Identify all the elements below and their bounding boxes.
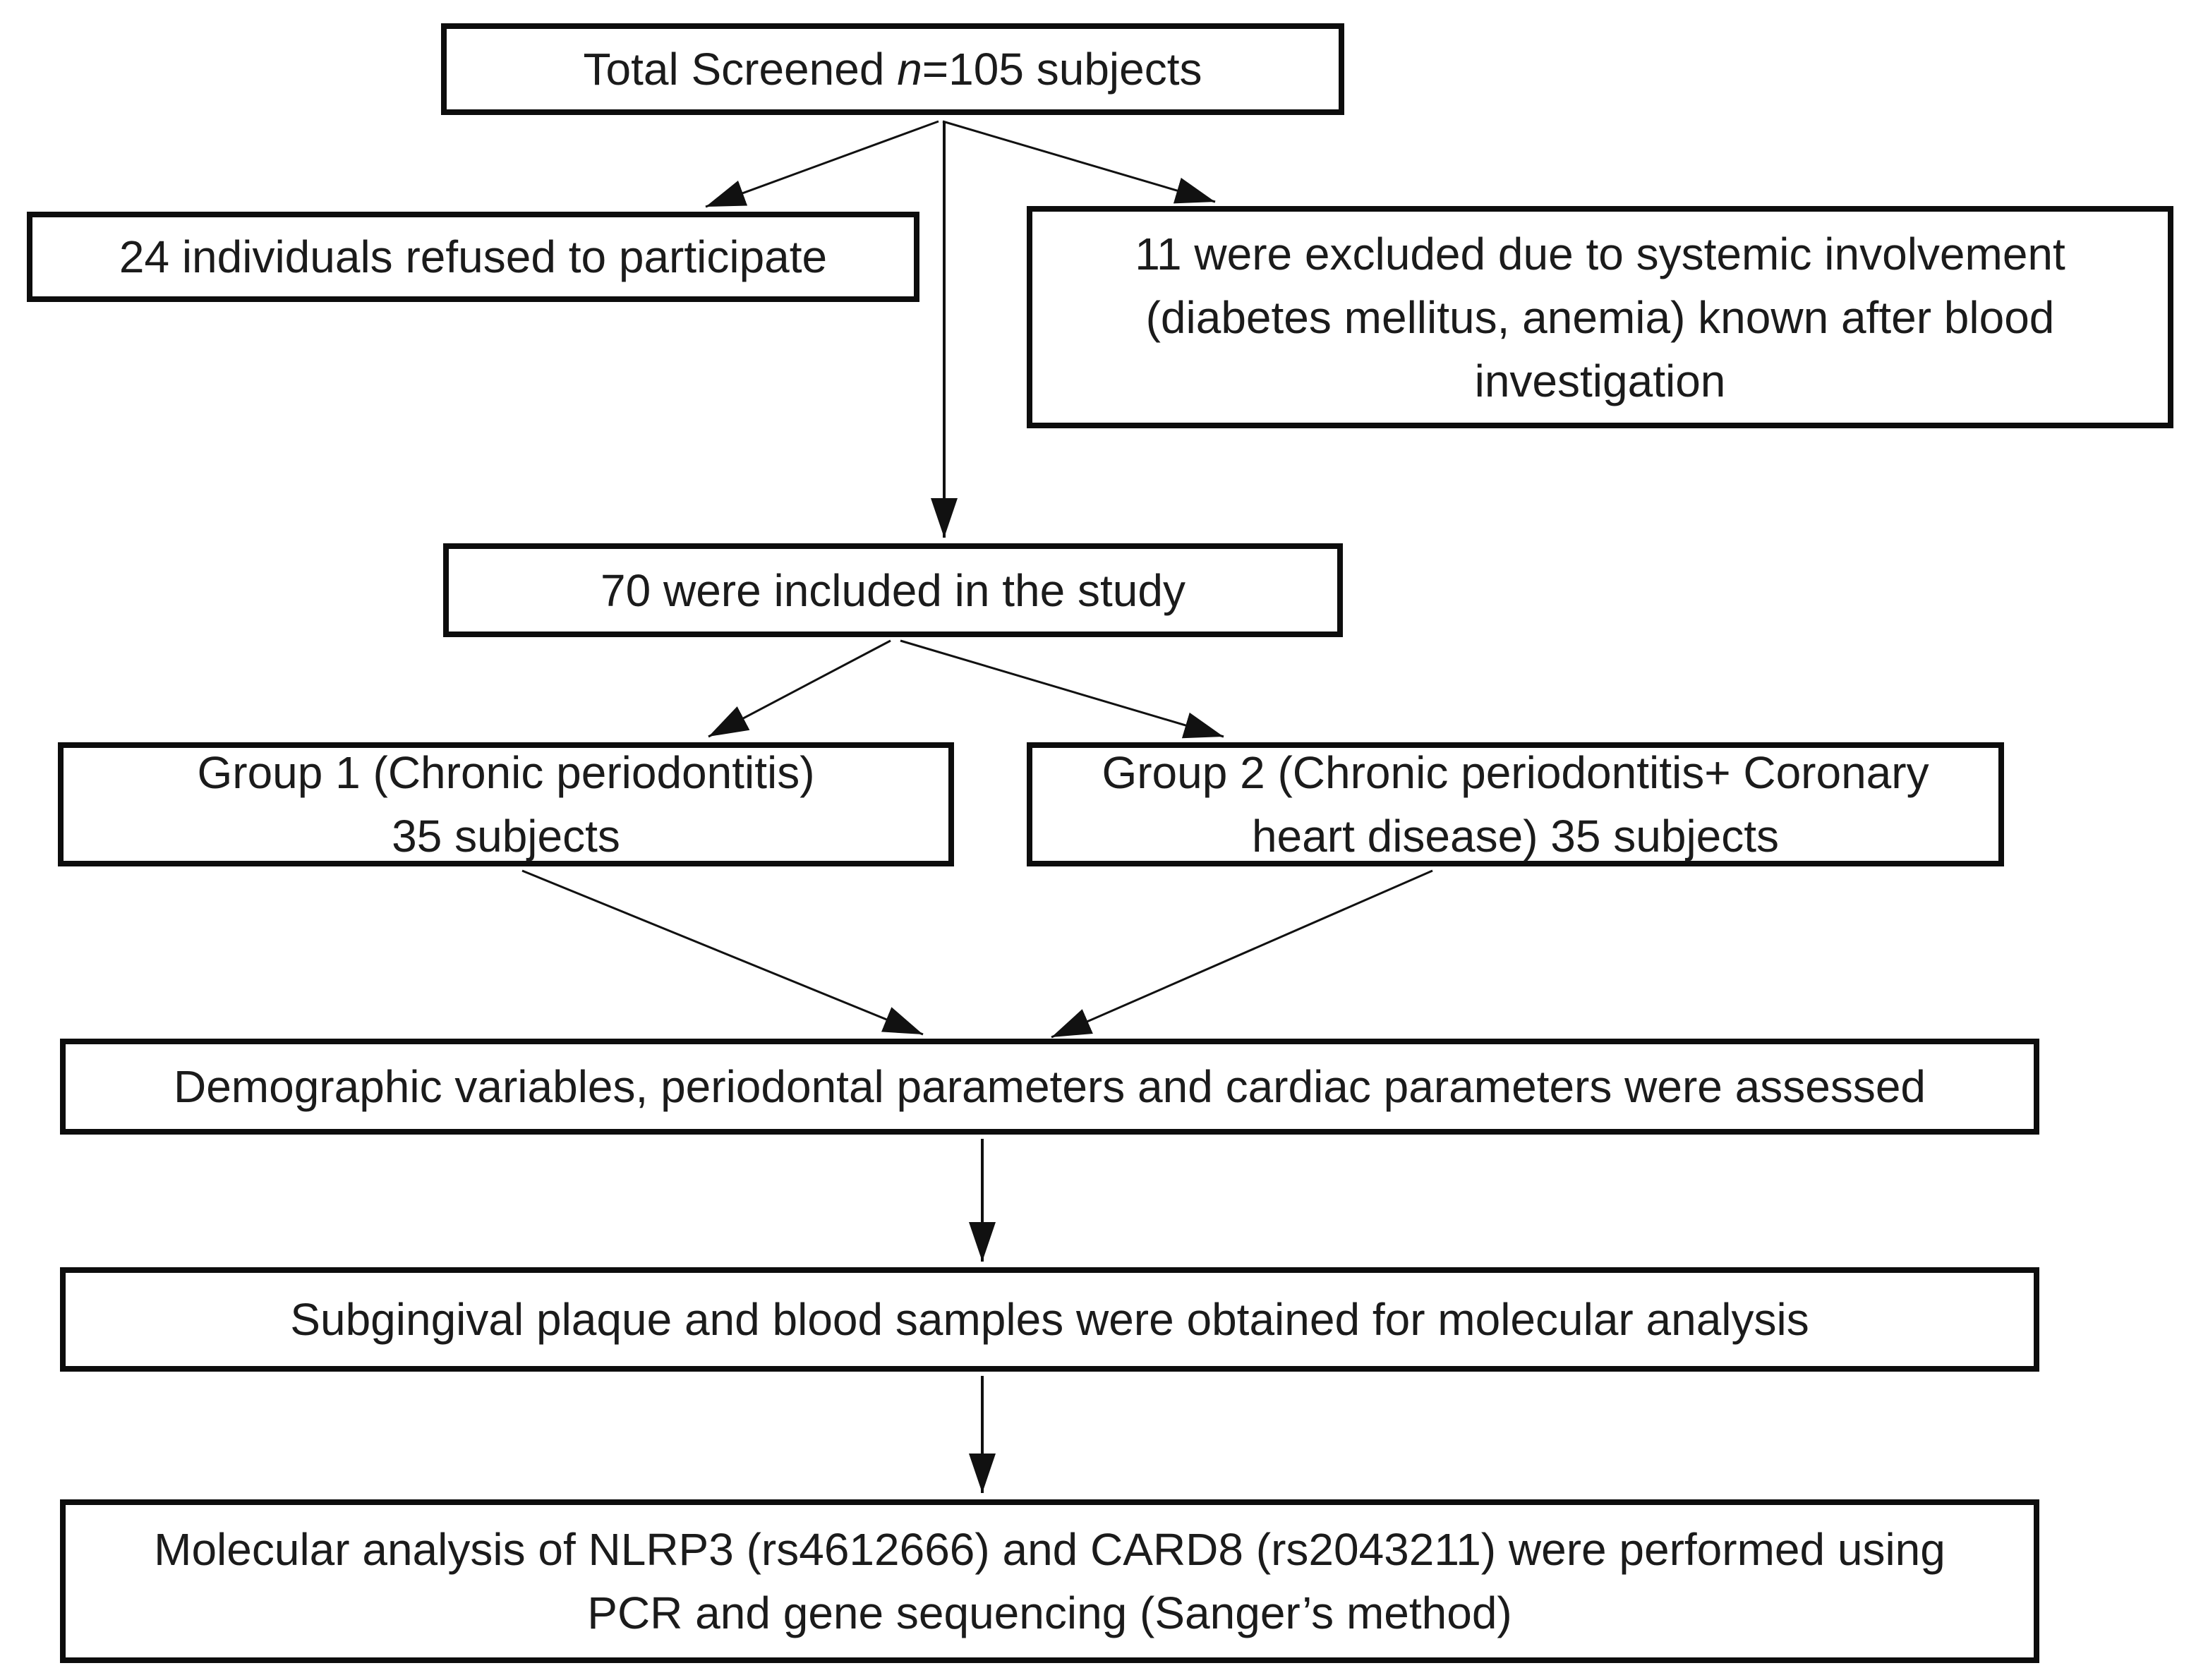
box-included: 70 were included in the study xyxy=(443,543,1343,637)
box-molecular-analysis: Molecular analysis of NLRP3 (rs4612666) … xyxy=(60,1499,2039,1663)
demographic-text: Demographic variables, periodontal param… xyxy=(173,1061,1926,1112)
box-excluded: 11 were excluded due to systemic involve… xyxy=(1027,206,2173,428)
group1-line-2: 35 subjects xyxy=(392,811,620,862)
molecular-line-1: Molecular analysis of NLRP3 (rs4612666) … xyxy=(154,1524,1945,1575)
excluded-line-1: 11 were excluded due to systemic involve… xyxy=(1135,228,2065,279)
arrow-total-to-refused-icon xyxy=(705,120,939,208)
excluded-line-3: investigation xyxy=(1474,355,1726,406)
refused-text: 24 individuals refused to participate xyxy=(119,231,828,282)
box-group1: Group 1 (Chronic periodontitis) 35 subje… xyxy=(58,742,954,866)
group2-line-1: Group 2 (Chronic periodontitis+ Coronary xyxy=(1102,747,1929,798)
excluded-line-2: (diabetes mellitus, anemia) known after … xyxy=(1145,291,2055,343)
total-screened-prefix: Total Screened xyxy=(583,44,898,95)
box-sample-collection: Subgingival plaque and blood samples wer… xyxy=(60,1267,2039,1372)
box-demographic-assessment: Demographic variables, periodontal param… xyxy=(60,1039,2039,1135)
arrow-total-to-excluded-icon xyxy=(942,120,1216,204)
arrow-included-to-group2-icon xyxy=(900,639,1224,739)
arrow-group2-to-demographic-icon xyxy=(1051,869,1433,1039)
total-screened-suffix: =105 subjects xyxy=(922,44,1202,95)
group2-line-2: heart disease) 35 subjects xyxy=(1251,811,1780,862)
box-total-screened: Total Screened n=105 subjects xyxy=(441,23,1344,115)
subgingival-text: Subgingival plaque and blood samples wer… xyxy=(290,1294,1809,1345)
molecular-line-2: PCR and gene sequencing (Sanger’s method… xyxy=(587,1588,1512,1638)
total-screened-n: n xyxy=(897,44,922,95)
total-screened-text: Total Screened n=105 subjects xyxy=(583,37,1202,101)
included-text: 70 were included in the study xyxy=(601,564,1186,616)
box-refused: 24 individuals refused to participate xyxy=(27,212,919,302)
arrow-group1-to-demographic-icon xyxy=(521,869,924,1036)
group1-line-1: Group 1 (Chronic periodontitis) xyxy=(197,747,815,798)
box-group2: Group 2 (Chronic periodontitis+ Coronary… xyxy=(1027,742,2004,866)
arrow-included-to-group1-icon xyxy=(708,639,891,738)
